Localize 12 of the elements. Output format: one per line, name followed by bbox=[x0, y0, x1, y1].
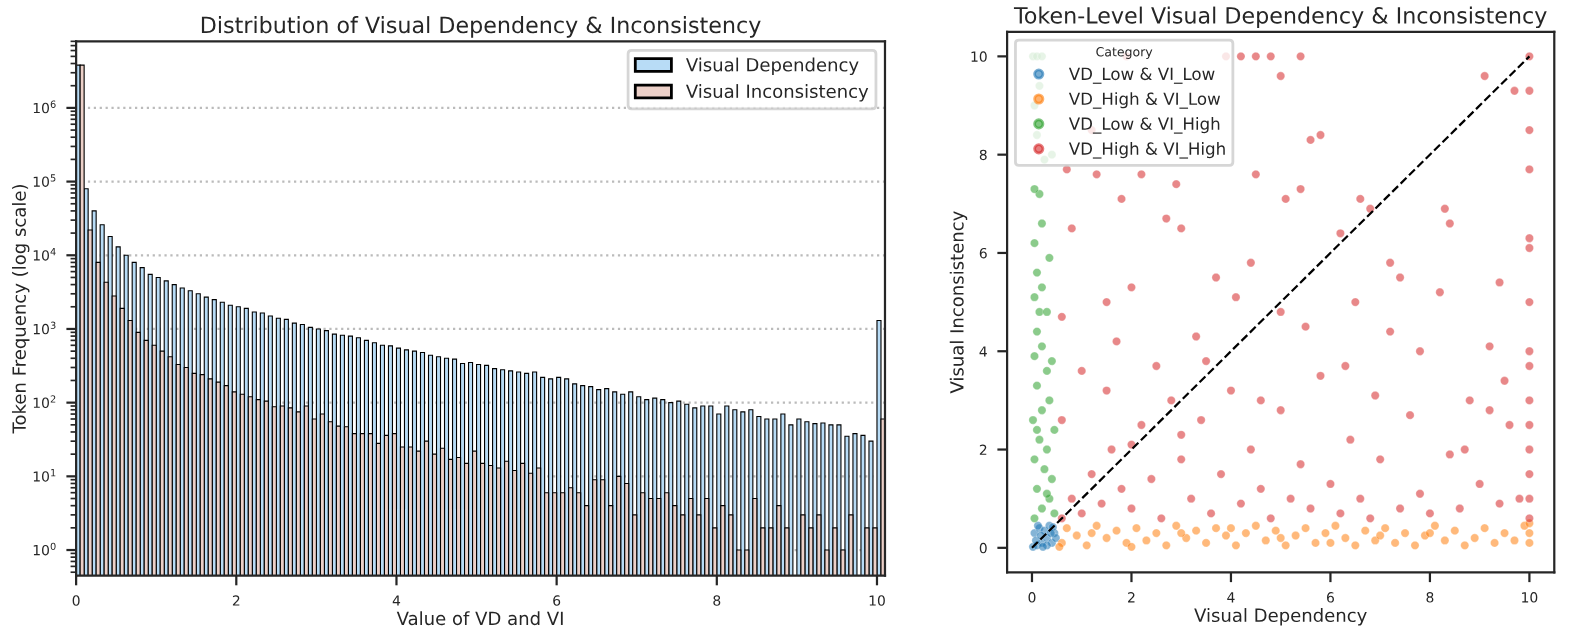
y-axis-title: Token Frequency (log scale) bbox=[11, 185, 30, 434]
legend-label: Visual Inconsistency bbox=[685, 84, 869, 102]
x-axis-title: Visual Dependency bbox=[1194, 608, 1367, 626]
y-axis-title: Visual Inconsistency bbox=[949, 211, 968, 394]
legend-label: Visual Dependency bbox=[685, 57, 859, 76]
chart-title: Token-Level Visual Dependency & Inconsistency bbox=[1013, 6, 1547, 29]
legend-label: VD_High & VI_High bbox=[1068, 142, 1225, 159]
legend-label: VD_High & VI_Low bbox=[1068, 92, 1221, 109]
legend-label: VD_Low & VI_Low bbox=[1068, 67, 1215, 84]
chart-title: Distribution of Visual Dependency & Inconsistency bbox=[201, 16, 761, 38]
x-axis-title: Value of VD and VI bbox=[396, 611, 563, 626]
legend-label: VD_Low & VI_High bbox=[1068, 117, 1220, 134]
